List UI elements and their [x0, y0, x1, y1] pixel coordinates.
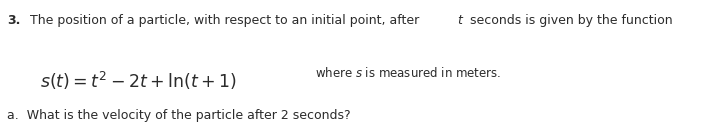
Text: $s(t) = t^2 - 2t + \ln(t + 1)$: $s(t) = t^2 - 2t + \ln(t + 1)$ [40, 70, 236, 92]
Text: The position of a particle, with respect to an initial point, after: The position of a particle, with respect… [30, 14, 423, 27]
Text: seconds is given by the function: seconds is given by the function [466, 14, 673, 27]
Text: a.  What is the velocity of the particle after 2 seconds?: a. What is the velocity of the particle … [7, 109, 351, 122]
Text: 3.: 3. [7, 14, 20, 27]
Text: $t$: $t$ [457, 14, 464, 27]
Text: where $s$ is measured in meters.: where $s$ is measured in meters. [315, 66, 502, 80]
